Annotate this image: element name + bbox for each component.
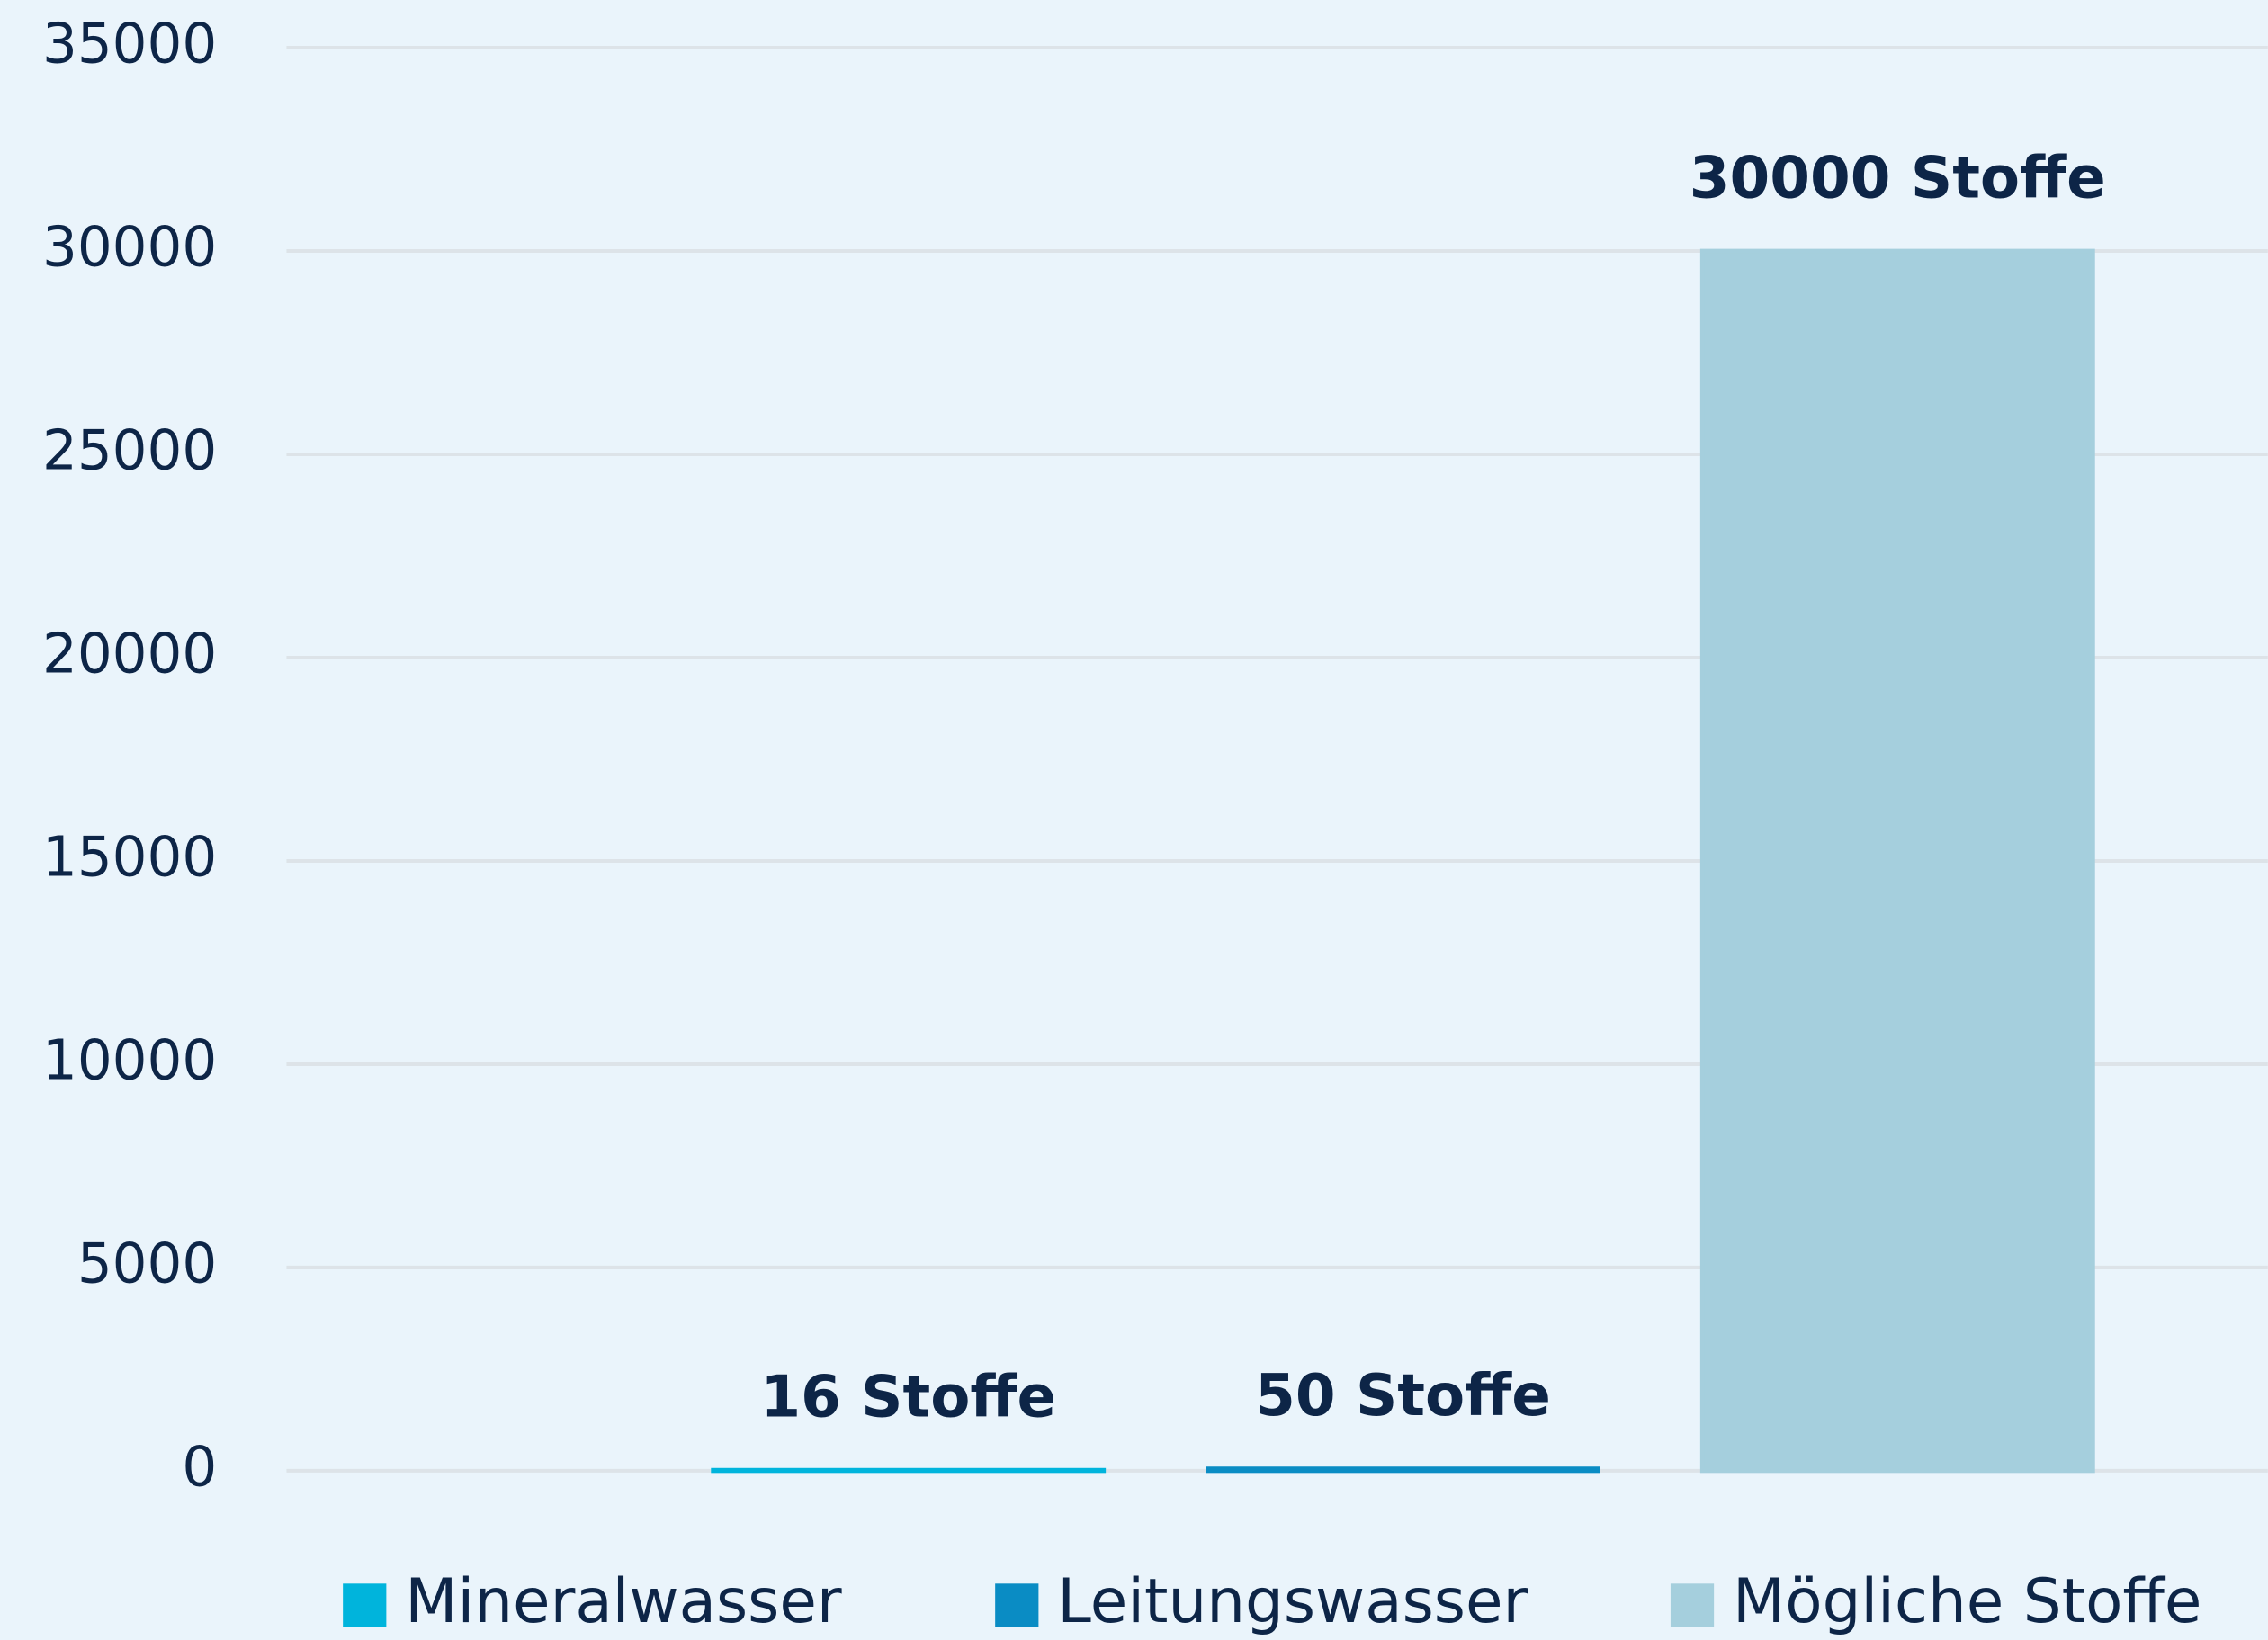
- y-tick-label: 5000: [77, 1232, 217, 1296]
- bar: [711, 1467, 1107, 1474]
- y-tick-label: 0: [182, 1436, 217, 1500]
- legend-label: Mineralwasser: [405, 1565, 842, 1636]
- data-label: 30000 Stoffe: [1690, 144, 2106, 211]
- y-tick-label: 25000: [42, 419, 217, 483]
- data-label: 50 Stoffe: [1255, 1362, 1551, 1429]
- legend-label: Mögliche Stoffe: [1733, 1565, 2201, 1636]
- legend-swatch: [1670, 1583, 1715, 1627]
- y-tick-label: 15000: [42, 826, 217, 890]
- y-tick-label: 30000: [42, 216, 217, 280]
- bar: [1699, 248, 2095, 1474]
- legend-label: Leitungswasser: [1057, 1565, 1528, 1636]
- legend-swatch: [995, 1583, 1039, 1627]
- legend-swatch: [343, 1583, 387, 1627]
- y-tick-label: 20000: [42, 623, 217, 686]
- bar: [1206, 1466, 1600, 1474]
- data-label: 16 Stoffe: [760, 1364, 1056, 1431]
- y-tick-label: 10000: [42, 1029, 217, 1093]
- y-tick-label: 35000: [42, 13, 217, 76]
